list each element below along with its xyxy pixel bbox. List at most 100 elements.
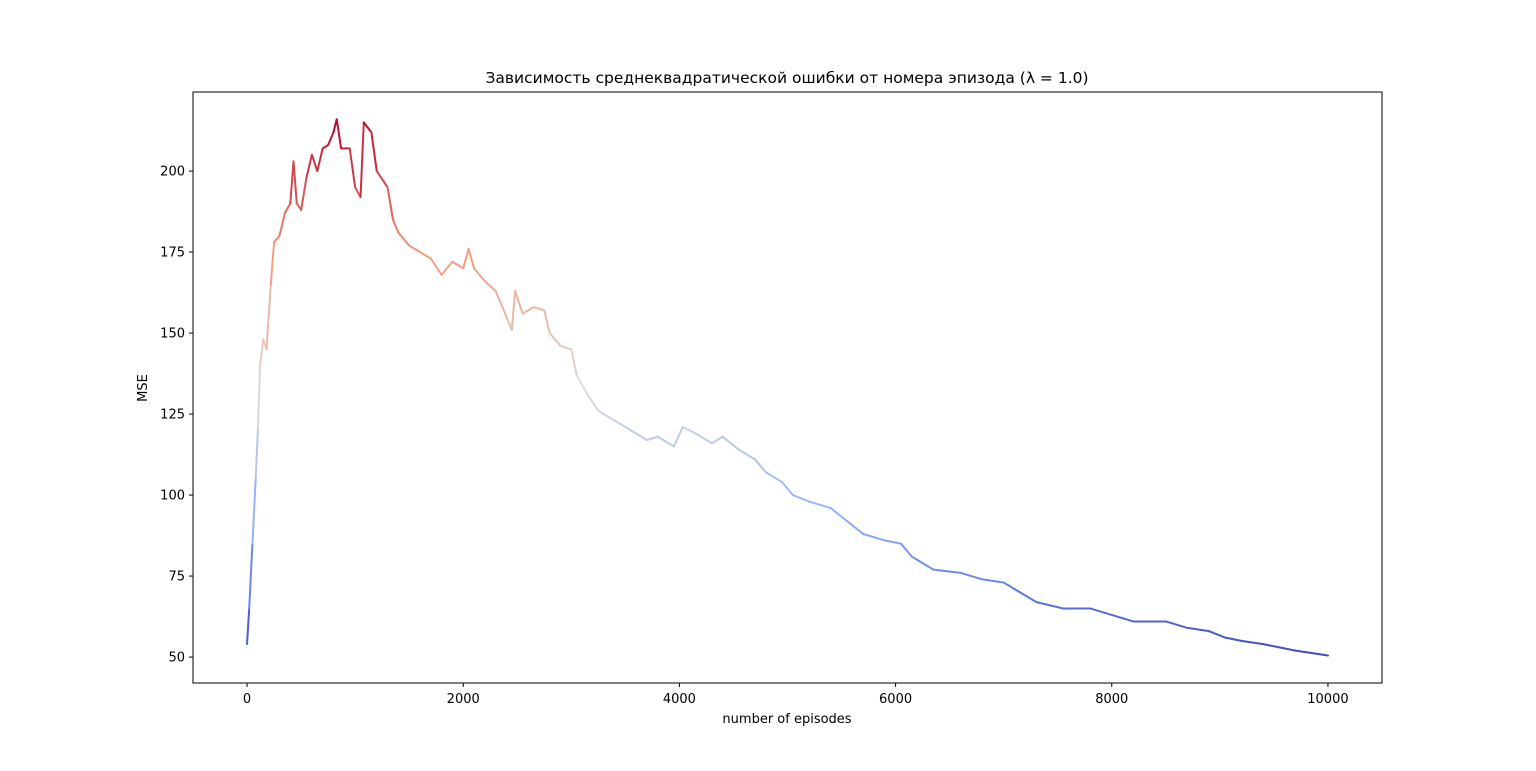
line-segment xyxy=(1089,607,1113,616)
line-segment xyxy=(1013,588,1038,603)
line-segment xyxy=(575,374,589,396)
x-tick-label: 0 xyxy=(243,692,251,707)
line-segment xyxy=(1035,600,1065,610)
line-segment xyxy=(335,118,343,150)
line-segment xyxy=(273,234,281,244)
y-tick-label: 125 xyxy=(160,408,185,423)
x-axis-label: number of episodes xyxy=(722,712,851,727)
y-tick-label: 75 xyxy=(168,570,185,585)
line-segment xyxy=(514,289,524,315)
line-segment xyxy=(764,471,784,484)
line-segment xyxy=(467,247,476,270)
line-segment xyxy=(781,481,794,497)
y-tick-label: 100 xyxy=(160,489,185,504)
line-segment xyxy=(483,280,497,292)
line-segment xyxy=(462,247,470,270)
line-segment xyxy=(1002,581,1016,591)
line-segment xyxy=(1186,626,1211,633)
line-segment xyxy=(246,607,251,646)
line-segment xyxy=(256,364,262,432)
line-segment xyxy=(289,160,295,205)
line-segment xyxy=(473,267,486,283)
line-segment xyxy=(1164,620,1189,629)
line-segment xyxy=(451,260,465,270)
line-segment xyxy=(269,241,276,286)
line-segment xyxy=(1294,649,1329,657)
line-segment xyxy=(754,458,767,474)
y-axis-label: MSE xyxy=(136,374,151,402)
line-segment xyxy=(429,257,443,276)
line-segment xyxy=(362,121,373,134)
x-tick-label: 6000 xyxy=(879,692,912,707)
line-segment xyxy=(510,289,517,331)
line-segment xyxy=(265,283,272,351)
line-segment xyxy=(737,448,757,461)
line-segment xyxy=(397,231,411,247)
x-tick-label: 10000 xyxy=(1307,692,1348,707)
line-segment xyxy=(694,432,713,445)
line-segment xyxy=(494,289,508,318)
line-segment xyxy=(829,507,848,522)
x-tick-label: 2000 xyxy=(447,692,480,707)
line-segment xyxy=(292,160,298,205)
x-tick-label: 8000 xyxy=(1095,692,1128,707)
line-segment xyxy=(327,131,335,147)
line-segment xyxy=(910,555,935,571)
line-segment xyxy=(981,578,1005,584)
line-segment xyxy=(597,409,616,422)
line-segment xyxy=(721,435,740,451)
line-segment xyxy=(559,345,573,351)
line-segment xyxy=(570,348,578,377)
line-segment xyxy=(391,218,400,234)
line-segment xyxy=(1208,630,1227,639)
line-segment xyxy=(656,435,676,448)
line-segment xyxy=(386,186,394,221)
line-segment xyxy=(278,212,286,237)
line-segment xyxy=(305,153,313,179)
line-segment xyxy=(408,244,421,254)
line-segment xyxy=(629,429,648,441)
line-segment xyxy=(251,477,257,545)
y-tick-label: 150 xyxy=(160,327,185,342)
line-segment xyxy=(613,419,632,432)
line-segment xyxy=(1224,636,1243,642)
line-segment xyxy=(1262,643,1297,652)
line-segment xyxy=(505,315,513,331)
line-segment xyxy=(440,260,454,276)
line-segment xyxy=(681,426,697,435)
plot-frame xyxy=(192,91,1383,684)
line-segment xyxy=(283,202,292,215)
line-segment xyxy=(673,426,684,448)
line-segment xyxy=(254,429,259,480)
line-segment xyxy=(248,542,254,610)
line-segment xyxy=(375,170,389,189)
chart-title: Зависимость среднеквадратической ошибки … xyxy=(485,69,1088,87)
line-segment xyxy=(845,519,865,535)
line-segment xyxy=(883,539,902,545)
line-segment xyxy=(370,131,378,173)
line-segment xyxy=(348,147,357,189)
line-segment xyxy=(899,542,913,558)
line-segment xyxy=(316,147,324,173)
line-segment xyxy=(586,393,600,412)
line-segment xyxy=(791,494,811,503)
x-tick-label: 4000 xyxy=(663,692,696,707)
line-segment xyxy=(710,435,724,445)
line-segment xyxy=(321,144,330,150)
line-segment xyxy=(521,306,535,315)
line-segment xyxy=(359,121,365,198)
line-segment xyxy=(418,251,432,260)
line-segment xyxy=(543,309,551,335)
line-segment xyxy=(862,532,886,542)
line-segment xyxy=(548,332,562,348)
line-segment xyxy=(532,306,546,312)
line-segment xyxy=(300,176,308,211)
line-segment xyxy=(259,338,265,367)
line-segment xyxy=(1110,613,1135,623)
line-segment xyxy=(808,500,832,510)
line-segment xyxy=(959,571,984,581)
line-segment xyxy=(932,568,962,574)
line-segment xyxy=(645,435,659,441)
